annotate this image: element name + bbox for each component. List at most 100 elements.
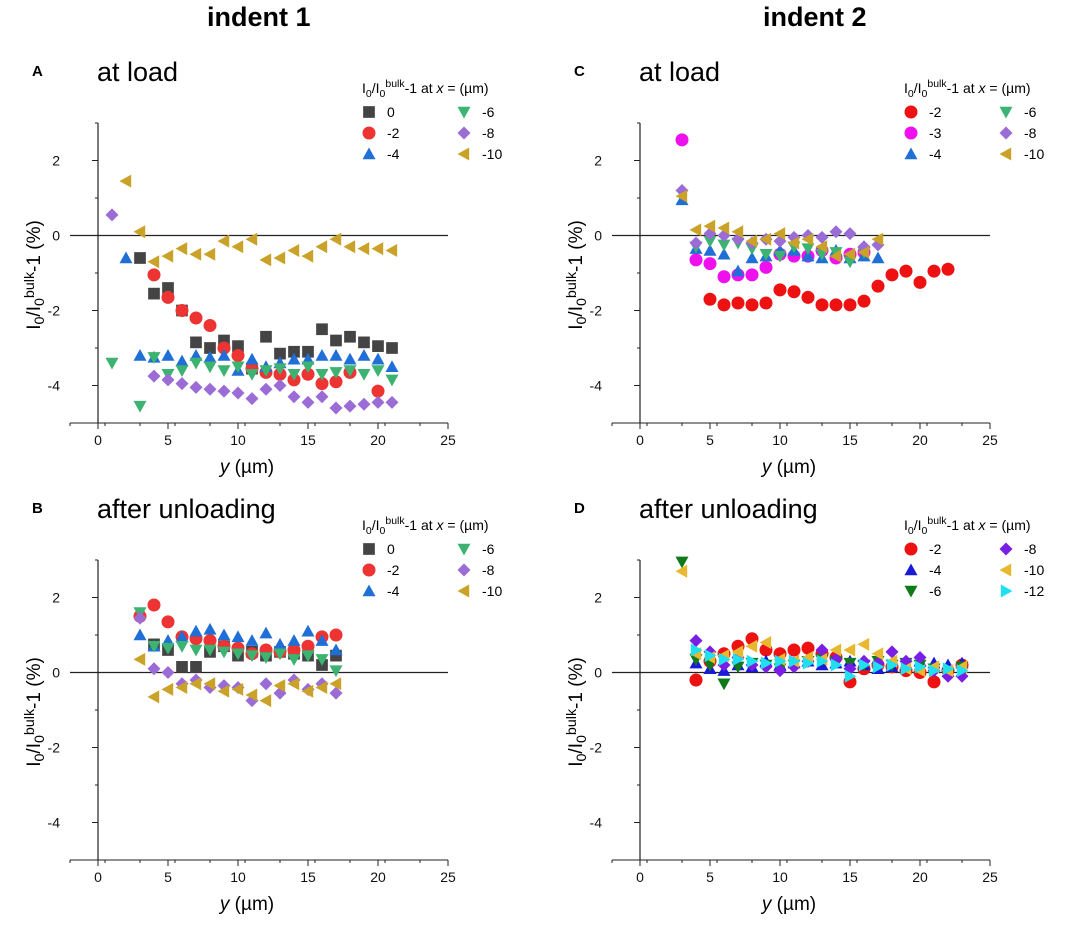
- data-point: [942, 662, 955, 676]
- legend-label: -6: [482, 541, 495, 557]
- data-point: [801, 249, 815, 262]
- data-point: [732, 652, 745, 666]
- data-point: [203, 247, 216, 261]
- data-point: [161, 666, 175, 679]
- legend-marker-triangle-up: [362, 584, 376, 597]
- legend-label: -10: [482, 146, 502, 162]
- data-point: [787, 236, 800, 250]
- data-point: [217, 646, 231, 659]
- panel-letter: D: [574, 500, 585, 517]
- data-point: [315, 369, 329, 381]
- data-point: [161, 682, 174, 696]
- data-point: [287, 369, 301, 381]
- data-point: [105, 357, 119, 370]
- legend-marker-triangle-left: [999, 147, 1012, 161]
- data-point: [745, 268, 759, 282]
- data-point: [329, 401, 343, 415]
- y-tick-label: 2: [52, 590, 60, 606]
- y-tick-label: 2: [594, 590, 602, 606]
- data-point: [105, 208, 119, 222]
- x-axis-label: y (µm): [218, 457, 274, 478]
- data-point: [928, 664, 941, 678]
- y-tick-label: -4: [590, 815, 603, 831]
- legend-label: -8: [1024, 541, 1037, 557]
- data-point: [273, 379, 287, 392]
- data-point: [161, 634, 175, 646]
- data-point: [787, 643, 801, 657]
- data-point: [245, 634, 259, 646]
- data-point: [329, 677, 342, 691]
- legend-marker-triangle-up: [904, 563, 918, 576]
- data-point: [203, 361, 217, 374]
- data-point: [746, 654, 759, 668]
- data-point: [287, 390, 301, 404]
- data-point: [357, 369, 371, 381]
- panel-condition-title: at load: [97, 57, 178, 87]
- data-point: [675, 564, 688, 578]
- data-point: [273, 637, 287, 650]
- data-point: [301, 361, 315, 374]
- data-point: [287, 654, 301, 666]
- y-axis-label: I0/I0bulk-1 (%): [22, 657, 48, 767]
- legend-marker-triangle-down: [999, 106, 1013, 119]
- data-point: [941, 262, 955, 276]
- data-point: [843, 643, 856, 657]
- data-point: [844, 669, 857, 683]
- data-point: [871, 232, 884, 246]
- data-point: [203, 677, 216, 691]
- column-title-indent-1: indent 1: [207, 2, 311, 32]
- data-point: [301, 367, 315, 381]
- panel-letter: A: [32, 63, 43, 80]
- data-point: [788, 654, 801, 668]
- y-tick-label: -2: [48, 740, 61, 756]
- x-tick-label: 20: [370, 869, 386, 885]
- data-point: [190, 661, 202, 673]
- data-point: [689, 673, 703, 687]
- legend-label: -10: [1024, 146, 1044, 162]
- data-point: [189, 349, 203, 361]
- legend-title: I0/I0bulk-1 at x = (µm): [904, 78, 1031, 100]
- data-point: [385, 374, 399, 387]
- legend-label: -3: [929, 125, 942, 141]
- data-point: [857, 637, 870, 651]
- data-point: [315, 390, 329, 404]
- data-point: [329, 628, 343, 642]
- data-point: [329, 367, 343, 379]
- data-point: [718, 652, 731, 666]
- legend-label: -4: [387, 583, 400, 599]
- data-point: [801, 641, 815, 655]
- data-point: [330, 334, 342, 347]
- data-point: [745, 234, 758, 248]
- data-point: [675, 556, 689, 569]
- data-point: [760, 656, 773, 670]
- legend-label: -4: [929, 562, 942, 578]
- data-point: [899, 264, 913, 278]
- data-point: [245, 688, 258, 702]
- data-point: [731, 225, 744, 239]
- data-point: [287, 643, 301, 657]
- data-point: [119, 251, 133, 264]
- data-point: [343, 240, 356, 254]
- data-point: [273, 251, 286, 265]
- data-point: [329, 643, 343, 656]
- y-axis-label: I0/I0bulk-1 (%): [564, 657, 590, 767]
- data-point: [273, 648, 287, 661]
- x-tick-label: 15: [300, 432, 316, 448]
- data-point: [189, 247, 202, 261]
- x-tick-label: 0: [94, 432, 102, 448]
- data-point: [315, 654, 329, 666]
- x-tick-label: 10: [230, 869, 246, 885]
- legend-marker-triangle-left: [457, 147, 470, 161]
- data-point: [217, 365, 231, 377]
- data-point: [358, 336, 370, 349]
- panel-condition-title: after unloading: [639, 494, 818, 524]
- data-point: [885, 645, 899, 659]
- x-axis-label: y (µm): [760, 894, 816, 915]
- data-point: [717, 239, 731, 252]
- legend-label: -2: [929, 104, 942, 120]
- legend-label: -6: [482, 104, 495, 120]
- data-point: [175, 365, 189, 377]
- x-tick-label: 25: [440, 432, 456, 448]
